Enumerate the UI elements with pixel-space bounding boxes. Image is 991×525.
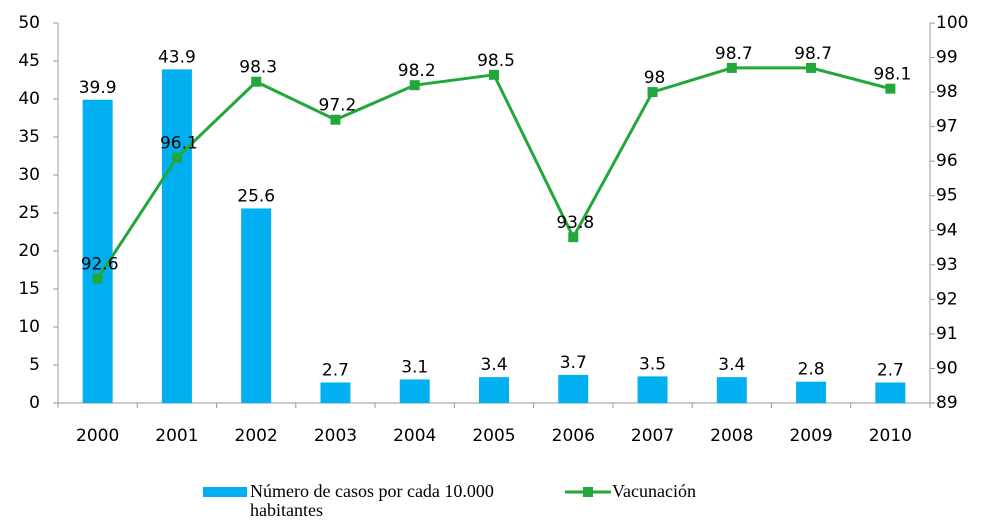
y2-tick-label: 96 bbox=[936, 151, 958, 171]
legend-swatch bbox=[203, 487, 247, 497]
y-tick-label: 35 bbox=[18, 127, 40, 147]
legend-swatch bbox=[565, 487, 611, 497]
line-marker bbox=[409, 80, 420, 91]
bar bbox=[479, 377, 509, 403]
line-label: 98.5 bbox=[477, 51, 515, 71]
y2-tick-label: 90 bbox=[936, 358, 958, 378]
line-label: 96.1 bbox=[160, 134, 198, 154]
bar-label: 3.7 bbox=[560, 353, 587, 373]
y2-tick-label: 89 bbox=[936, 393, 958, 413]
y2-tick-label: 99 bbox=[936, 48, 958, 68]
y-tick-label: 45 bbox=[18, 51, 40, 71]
line-marker bbox=[330, 114, 341, 125]
legend-label: Número de casos por cada 10.000 habitant… bbox=[250, 481, 494, 520]
y-tick-label: 40 bbox=[18, 89, 40, 109]
line-marker bbox=[647, 87, 658, 98]
y2-tick-label: 97 bbox=[936, 117, 958, 137]
bar-label: 3.4 bbox=[718, 355, 745, 375]
bar bbox=[796, 381, 827, 403]
line-label: 92.6 bbox=[81, 255, 119, 275]
y-tick-label: 50 bbox=[18, 13, 40, 33]
line bbox=[96, 66, 891, 280]
line-label: 98.3 bbox=[239, 58, 277, 78]
bar bbox=[637, 376, 668, 403]
bar-label: 43.9 bbox=[158, 47, 196, 67]
x-tick-label: 2005 bbox=[472, 426, 515, 446]
line-label: 97.2 bbox=[319, 96, 357, 116]
line-label: 98.1 bbox=[873, 65, 911, 85]
y2-tick-label: 100 bbox=[936, 13, 968, 33]
bar-label: 3.5 bbox=[639, 354, 666, 374]
y-tick-label: 0 bbox=[29, 393, 40, 413]
bar bbox=[161, 69, 192, 404]
line-marker bbox=[726, 62, 737, 73]
bar-label: 2.8 bbox=[798, 360, 825, 380]
bar-label: 3.1 bbox=[401, 357, 428, 377]
y2-tick-label: 91 bbox=[936, 324, 958, 344]
y2-tick-label: 93 bbox=[936, 255, 958, 275]
x-tick-label: 2004 bbox=[393, 426, 436, 446]
line-label: 98.7 bbox=[794, 44, 832, 64]
y-tick-label: 15 bbox=[18, 279, 40, 299]
x-tick-label: 2010 bbox=[869, 426, 912, 446]
chart: 0 5 10 15 20 25 30 35 40 45 50 89 90 91 92 93 94 95 96 97 98… bbox=[18, 13, 968, 446]
x-tick-label: 2008 bbox=[710, 426, 753, 446]
x-tick-label: 2007 bbox=[631, 426, 674, 446]
x-tick-label: 2009 bbox=[789, 426, 832, 446]
legend-marker bbox=[583, 487, 593, 497]
y-tick-label: 30 bbox=[18, 165, 40, 185]
bar bbox=[82, 99, 113, 403]
x-tick-label: 2006 bbox=[552, 426, 595, 446]
y-tick-label: 20 bbox=[18, 241, 40, 261]
y2-tick-label: 92 bbox=[936, 289, 958, 309]
x-tick-label: 2002 bbox=[235, 426, 278, 446]
line-marker bbox=[171, 152, 182, 163]
x-tick-label: 2001 bbox=[155, 426, 198, 446]
bar bbox=[875, 382, 906, 403]
bar-label: 25.6 bbox=[237, 186, 275, 206]
line-marker bbox=[92, 273, 103, 284]
line-label: 98.2 bbox=[398, 61, 436, 81]
y2-tick-label: 94 bbox=[936, 220, 958, 240]
x-tick-label: 2000 bbox=[76, 426, 119, 446]
line-marker bbox=[568, 232, 579, 243]
line-marker bbox=[489, 69, 499, 80]
y-tick-label: 5 bbox=[29, 355, 40, 375]
line-label: 98.7 bbox=[715, 44, 753, 64]
y2-tick-label: 95 bbox=[936, 186, 958, 206]
line-marker bbox=[885, 83, 896, 94]
bar bbox=[241, 208, 272, 403]
bar-label: 39.9 bbox=[79, 78, 117, 98]
line-marker bbox=[806, 62, 817, 73]
bar-label: 2.7 bbox=[877, 360, 904, 380]
line-label: 98 bbox=[644, 68, 666, 88]
line-marker bbox=[251, 76, 262, 87]
bar-label: 3.4 bbox=[480, 355, 507, 375]
y2-tick-label: 98 bbox=[936, 82, 958, 102]
bar bbox=[716, 377, 747, 403]
line-label: 93.8 bbox=[556, 213, 594, 233]
bar bbox=[320, 382, 351, 403]
x-tick-label: 2003 bbox=[314, 426, 357, 446]
y-tick-label: 25 bbox=[18, 203, 40, 223]
bar-label: 2.7 bbox=[322, 360, 349, 380]
legend-label: Vacunación bbox=[612, 481, 696, 501]
bar bbox=[399, 379, 430, 403]
bar bbox=[558, 374, 589, 403]
legend-bar bbox=[203, 487, 247, 497]
y-tick-label: 10 bbox=[18, 317, 40, 337]
